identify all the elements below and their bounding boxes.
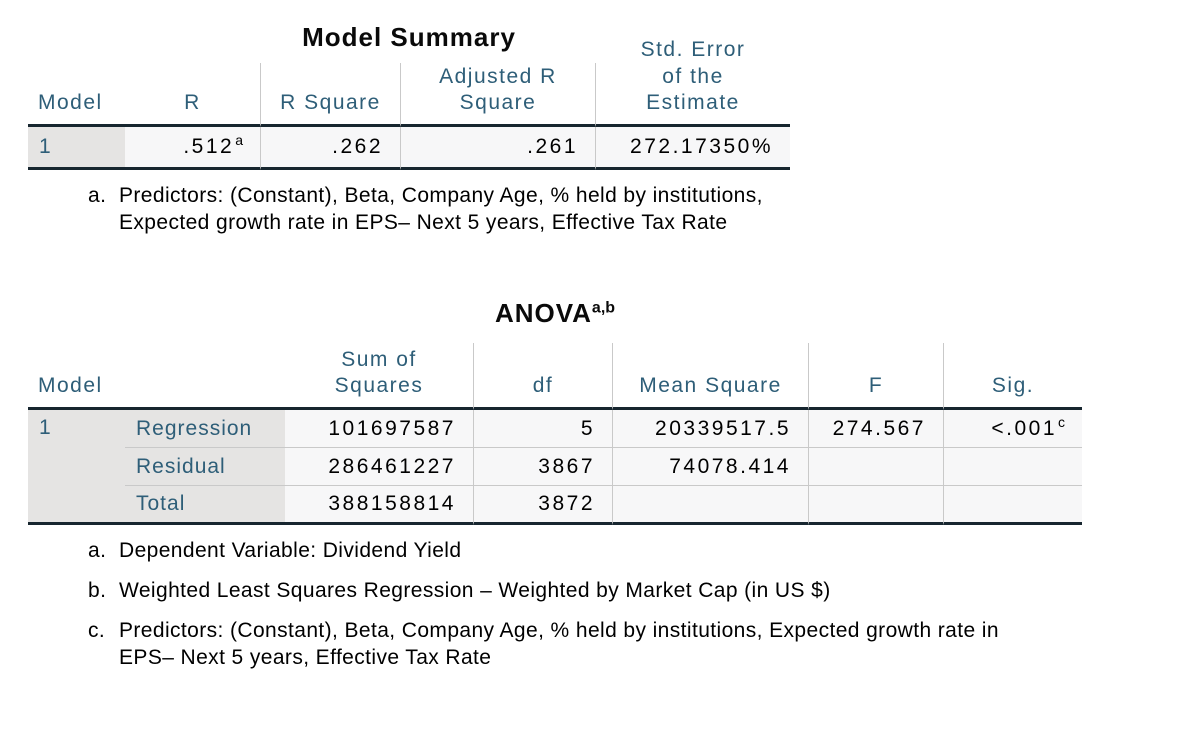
footnote-c: c. Predictors: (Constant), Beta, Company… xyxy=(88,617,1082,671)
footnote-b: b. Weighted Least Squares Regression – W… xyxy=(88,577,1082,604)
anova-header-df: df xyxy=(473,343,612,410)
footnote-marker-sup: a,b xyxy=(591,299,616,317)
anova-cell-sum-of-squares: 101697587 xyxy=(285,410,473,447)
anova-header-sig: Sig. xyxy=(943,343,1082,410)
anova-cell-mean-square xyxy=(612,485,808,525)
ms-cell-model: 1 xyxy=(28,127,125,170)
anova-header-f: F xyxy=(808,343,943,410)
ms-header-model: Model xyxy=(28,63,125,127)
footnote-marker: a. xyxy=(88,539,107,562)
anova-cell-f: 274.567 xyxy=(808,410,943,447)
footnote-marker-sup: a xyxy=(235,132,243,148)
anova-row-label: Total xyxy=(125,485,285,525)
anova-cell-mean-square: 74078.414 xyxy=(612,447,808,485)
ms-header-r-square: R Square xyxy=(260,63,400,127)
footnote-a: a. Dependent Variable: Dividend Yield xyxy=(88,537,1082,564)
model-summary-footnotes: a. Predictors: (Constant), Beta, Company… xyxy=(88,182,790,236)
anova-cell-sig xyxy=(943,447,1082,485)
anova-title: ANOVAa,b xyxy=(494,298,616,328)
footnote-a: a. Predictors: (Constant), Beta, Company… xyxy=(88,182,790,236)
anova-table: Model Sum of Squares df Mean Square F Si… xyxy=(28,343,1082,525)
model-summary-table: Model R R Square Adjusted R Square Std. … xyxy=(28,38,790,170)
ms-header-adjusted-r-square: Adjusted R Square xyxy=(400,63,595,127)
ms-header-std-error: Std. Error of the Estimate xyxy=(595,38,790,127)
anova-row-label: Regression xyxy=(125,410,285,447)
anova-row-label: Residual xyxy=(125,447,285,485)
footnote-text: Dependent Variable: Dividend Yield xyxy=(119,539,462,562)
anova-cell-sum-of-squares: 286461227 xyxy=(285,447,473,485)
footnote-marker: a. xyxy=(88,184,107,207)
anova-cell-f xyxy=(808,485,943,525)
anova-cell-sig: <.001 c xyxy=(943,410,1082,447)
anova-cell-model: 1 xyxy=(28,410,125,525)
anova-header-mean-square: Mean Square xyxy=(612,343,808,410)
ms-header-r: R xyxy=(125,63,260,127)
anova-cell-sum-of-squares: 388158814 xyxy=(285,485,473,525)
footnote-text: Predictors: (Constant), Beta, Company Ag… xyxy=(119,619,999,669)
anova-cell-df: 5 xyxy=(473,410,612,447)
ms-cell-std-error: 272.17350% xyxy=(595,127,790,170)
anova-header-model: Model xyxy=(28,343,285,410)
footnote-text: Predictors: (Constant), Beta, Company Ag… xyxy=(119,184,763,234)
ms-cell-adjusted-r-square: .261 xyxy=(400,127,595,170)
anova-cell-df: 3872 xyxy=(473,485,612,525)
anova-header-sum-of-squares: Sum of Squares xyxy=(285,343,473,410)
anova-cell-sig xyxy=(943,485,1082,525)
footnote-text: Weighted Least Squares Regression – Weig… xyxy=(119,579,831,602)
footnote-marker: b. xyxy=(88,579,107,602)
model-summary-section: Model Summary Model R R Square Adjusted … xyxy=(28,22,790,236)
model-summary-title: Model Summary xyxy=(302,22,516,52)
anova-cell-df: 3867 xyxy=(473,447,612,485)
ms-cell-r: .512 a xyxy=(125,127,260,170)
anova-footnotes: a. Dependent Variable: Dividend Yield b.… xyxy=(88,537,1082,671)
anova-cell-f xyxy=(808,447,943,485)
footnote-marker: c. xyxy=(88,619,106,642)
footnote-marker-sup: c xyxy=(1058,413,1065,430)
spss-output-report: Model Summary Model R R Square Adjusted … xyxy=(28,22,1082,671)
ms-cell-r-square: .262 xyxy=(260,127,400,170)
anova-cell-mean-square: 20339517.5 xyxy=(612,410,808,447)
anova-section: ANOVAa,b Model Sum of Squares df Mean Sq… xyxy=(28,298,1082,671)
